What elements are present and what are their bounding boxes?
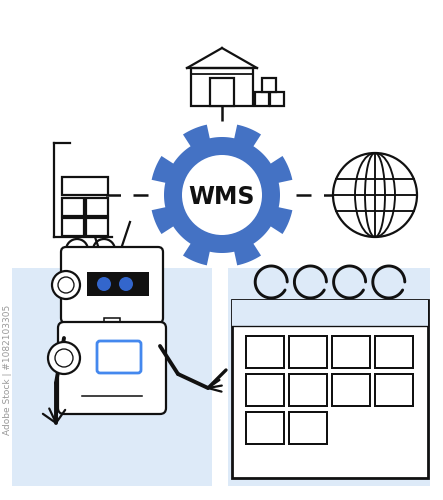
Circle shape — [58, 277, 74, 293]
FancyBboxPatch shape — [62, 177, 108, 195]
FancyBboxPatch shape — [376, 374, 413, 406]
Circle shape — [48, 342, 80, 374]
FancyBboxPatch shape — [87, 272, 149, 296]
FancyBboxPatch shape — [289, 336, 327, 368]
FancyBboxPatch shape — [61, 247, 163, 323]
FancyBboxPatch shape — [333, 374, 370, 406]
Text: WMS: WMS — [189, 185, 255, 209]
FancyBboxPatch shape — [262, 78, 276, 92]
FancyBboxPatch shape — [246, 374, 284, 406]
FancyBboxPatch shape — [246, 336, 284, 368]
FancyBboxPatch shape — [289, 412, 327, 444]
FancyBboxPatch shape — [97, 341, 141, 373]
FancyBboxPatch shape — [86, 198, 108, 216]
FancyBboxPatch shape — [62, 198, 84, 216]
Circle shape — [93, 239, 115, 261]
Circle shape — [52, 271, 80, 299]
Circle shape — [182, 155, 262, 235]
Circle shape — [333, 153, 417, 237]
FancyBboxPatch shape — [210, 78, 234, 106]
FancyBboxPatch shape — [12, 268, 212, 486]
Polygon shape — [152, 124, 292, 266]
FancyBboxPatch shape — [246, 412, 284, 444]
FancyBboxPatch shape — [255, 92, 269, 106]
FancyBboxPatch shape — [104, 318, 120, 328]
FancyBboxPatch shape — [270, 92, 284, 106]
FancyBboxPatch shape — [191, 68, 253, 106]
Circle shape — [55, 349, 73, 367]
FancyBboxPatch shape — [232, 300, 428, 478]
FancyBboxPatch shape — [228, 268, 430, 486]
FancyBboxPatch shape — [376, 336, 413, 368]
Text: Adobe Stock | #1082103305: Adobe Stock | #1082103305 — [4, 305, 12, 435]
FancyBboxPatch shape — [62, 218, 84, 236]
FancyBboxPatch shape — [232, 300, 428, 326]
FancyBboxPatch shape — [289, 374, 327, 406]
Circle shape — [97, 277, 111, 291]
FancyBboxPatch shape — [86, 218, 108, 236]
Circle shape — [119, 277, 133, 291]
Circle shape — [66, 239, 88, 261]
FancyBboxPatch shape — [333, 336, 370, 368]
FancyBboxPatch shape — [58, 322, 166, 414]
